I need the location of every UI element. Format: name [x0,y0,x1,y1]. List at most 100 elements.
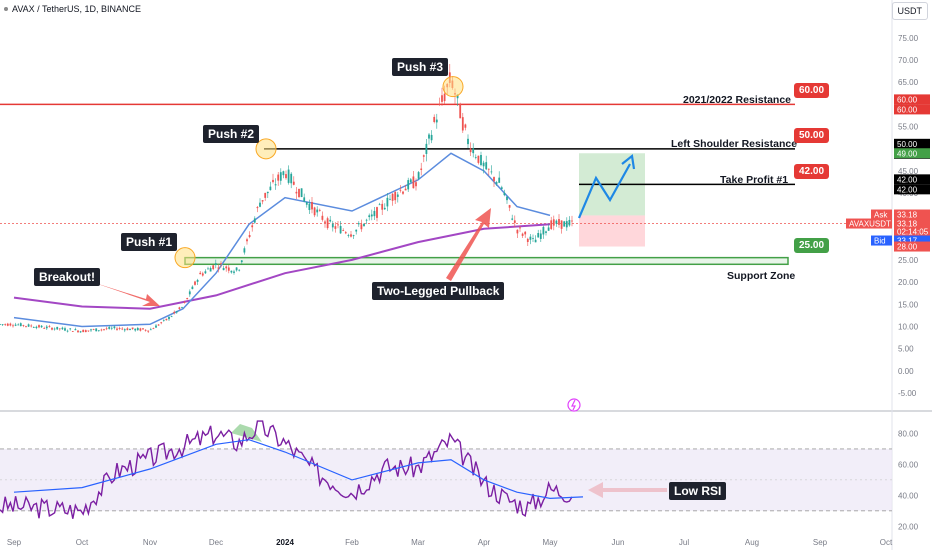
rsi-tick-label: 20.00 [898,522,919,531]
price-axis-prefix-bg [846,218,892,229]
lightning-icon [567,398,581,412]
candle-body [558,219,560,225]
currency-selector[interactable]: USDT [891,2,928,20]
price-axis-label-bg [894,235,930,246]
candle-body [482,162,485,167]
candle-body [519,227,521,229]
candle-body [123,329,126,331]
candle-body [207,268,209,270]
take-profit-label: Take Profit #1 [720,174,789,186]
candle-body [251,225,254,228]
candle-body [118,327,121,329]
push-3-label: Push #3 [392,58,449,76]
candle-body [469,148,472,153]
candle-body [90,329,92,331]
candle-body [61,327,64,330]
take-profit-badge: 42.00 [794,164,830,179]
candle-body [126,328,129,331]
candle-body [84,330,87,333]
candle-body [243,248,246,253]
candle-body [552,219,555,226]
candle-body [352,235,355,237]
price-axis-label: 42.00 [894,184,930,195]
candle-body [420,168,423,170]
price-axis-label-bg [894,174,930,185]
left-shoulder-badge: 50.00 [794,128,830,143]
price-axis-label-text: 60.00 [897,105,918,114]
candle-body [45,326,48,329]
candle-body [526,238,529,242]
candle-body [22,325,25,326]
status-dot-icon [4,7,8,11]
time-tick-label: Feb [345,538,359,547]
candle-body [357,223,360,225]
candle-body [532,238,534,239]
rsi-tick-label: 40.00 [898,491,919,500]
projection-path [577,163,631,219]
candle-body [324,221,326,223]
candle-body [490,171,493,173]
candle-body [547,227,550,231]
slow-ma-line [13,223,551,310]
candle-body [396,194,399,197]
candle-body [259,202,261,207]
candle-body [342,230,345,231]
price-tick-label: 25.00 [898,256,919,265]
projection-arrow-icon [621,153,636,170]
candle-body [131,327,134,330]
price-tick-label: 55.00 [898,123,919,132]
candle-body [266,191,269,194]
candle-body [12,325,14,327]
time-tick-label: Dec [209,538,223,547]
candle-body [303,197,306,202]
candle-body [428,134,430,139]
candle-body [355,229,358,232]
candle-body [100,329,103,331]
candle-body [181,307,183,308]
candle-body [311,202,313,210]
low-rsi-label: Low RSI [669,482,727,500]
candle-body [545,231,547,233]
candle-body [313,207,316,216]
candle-body [183,301,186,303]
candle-body [38,325,40,328]
candle-body [493,177,495,182]
price-axis-label-bg [894,148,930,159]
candle-body [168,316,170,320]
price-axis-label-bg [894,209,930,220]
candle-body [274,184,277,186]
candle-body [108,327,111,329]
candle-body [318,209,321,211]
candle-body [155,325,157,328]
candle-body [225,266,228,269]
candle-body [17,324,20,326]
candle-body [394,191,397,201]
candle-body [105,328,108,330]
candle-body [186,298,189,300]
rsi-ma-line [13,439,584,500]
time-tick-label: Aug [745,538,759,547]
candle-body [175,311,178,313]
symbol-line: AVAX / TetherUS, 1D, BINANCE [12,4,142,14]
price-axis-label-text: 33.18 [897,220,918,229]
candle-body [467,138,469,145]
time-tick-label: Sep [7,538,22,547]
candle-body [233,271,235,273]
candle-body [485,162,488,170]
candle-body [300,188,303,198]
candle-body [144,329,147,331]
candle-body [116,328,118,330]
candle-body [74,329,77,331]
price-axis-label: 60.00 [894,94,930,105]
candle-body [464,124,467,128]
candle-body [56,326,59,330]
price-tick-label: 5.00 [898,345,914,354]
candle-body [136,327,139,331]
price-axis-label-text: 33.17 [897,237,918,246]
candle-body [290,173,293,184]
candle-body [498,177,501,183]
time-tick-label: Oct [880,538,893,547]
candle-body [269,186,272,191]
candle-body [35,326,38,329]
price-tick-label: 20.00 [898,278,919,287]
